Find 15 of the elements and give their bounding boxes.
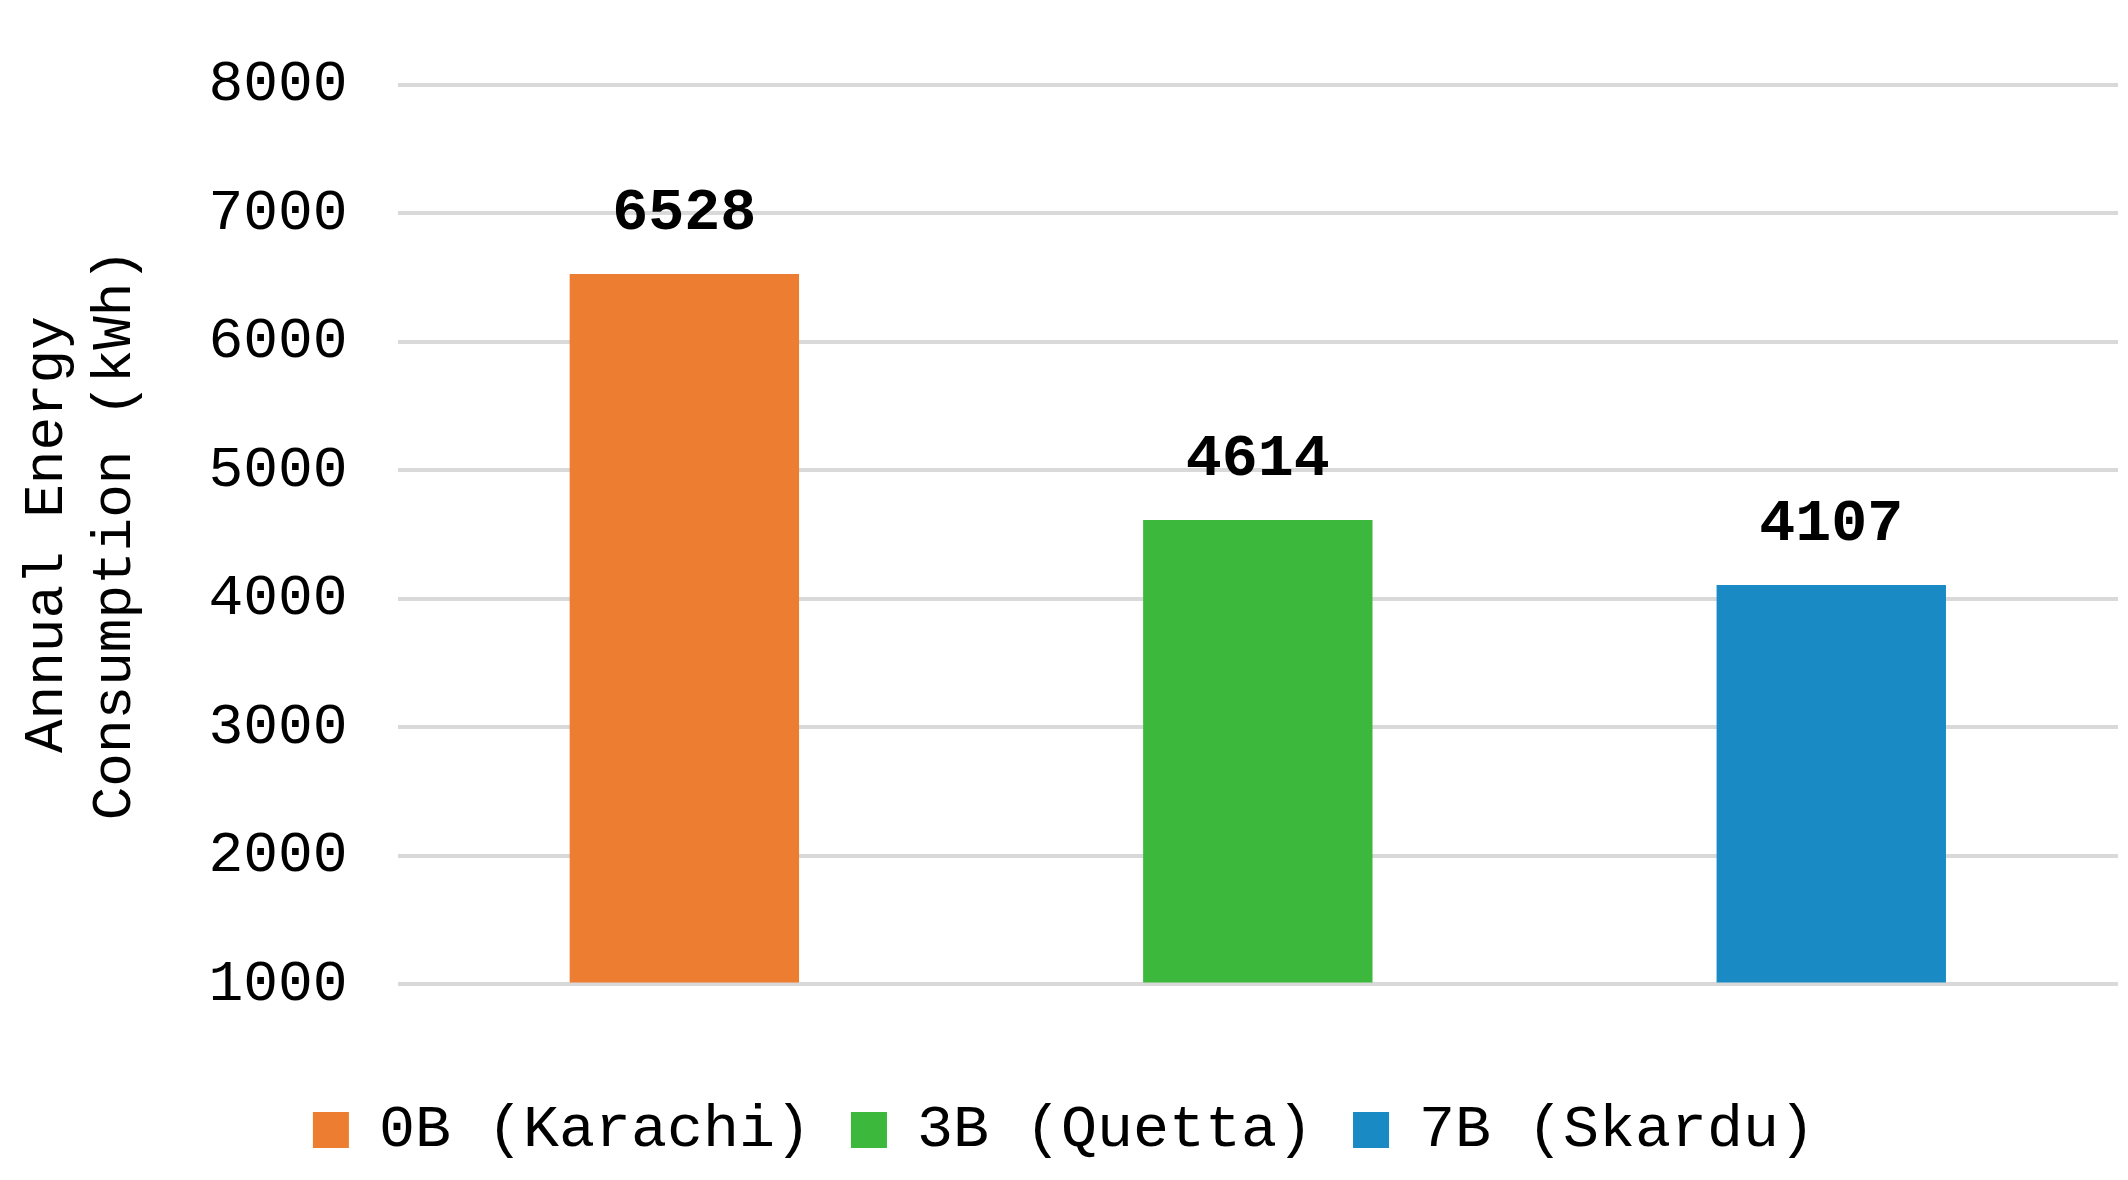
y-tick-label: 7000 [208,180,348,246]
y-tick-label: 5000 [208,437,348,503]
legend-label: 7B (Skardu) [1419,1095,1816,1164]
data-label: 4107 [1759,490,1904,559]
y-tick-label: 3000 [208,694,348,760]
y-tick-label: 4000 [208,566,348,632]
y-tick-label: 1000 [208,951,348,1017]
y-tick-label: 8000 [208,52,348,118]
data-label: 6528 [612,179,757,248]
data-label: 4614 [1185,425,1330,494]
y-tick-label: 2000 [208,823,348,889]
y-axis-title: Annual Energy Consumption (kWh) [15,248,147,821]
legend-label: 3B (Quetta) [916,1095,1314,1164]
legend-label: 0B (Karachi) [378,1095,811,1164]
y-tick-label: 6000 [208,309,348,375]
